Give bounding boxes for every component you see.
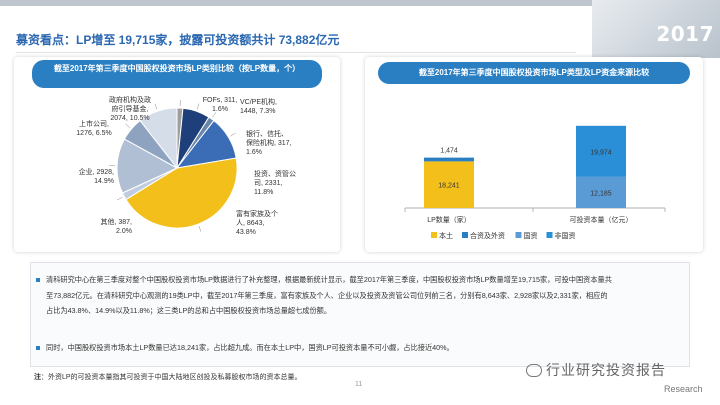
pie-label-line: 43.8%	[236, 229, 256, 236]
top-banner	[0, 0, 720, 22]
summary-line: 清科研究中心在第三季度对整个中国股权投资市场LP数据进行了补充整理，根据最新统计…	[46, 275, 612, 284]
pie-label-line: 1.6%	[246, 149, 262, 156]
pie-leader-line	[196, 103, 200, 110]
summary-paragraph-1: 清科研究中心在第三季度对整个中国股权投资市场LP数据进行了补充整理，根据最新统计…	[46, 272, 680, 319]
pie-label-4: 投资、资管公司, 2331, 11.8%	[254, 169, 296, 196]
summary-line: 至73,882亿元。在清科研究中心观测的19类LP中，截至2017年第三季度，富…	[46, 290, 608, 300]
pie-label-line: FOFs, 311,	[203, 97, 238, 104]
pie-label-line: 2074, 10.5%	[110, 115, 149, 122]
pie-label-line: 1448, 7.3%	[240, 108, 275, 115]
pie-slice-9	[139, 107, 178, 170]
pie-chart-title-text: 截至2017年第三季度中国股权投资市场LP类别比较（按LP数量，个）	[53, 64, 301, 73]
bar-category-label: LP数量（家）	[427, 215, 471, 224]
bar-segment-2-3	[576, 176, 626, 208]
pie-leader-line	[230, 132, 236, 137]
pie-leader-line	[212, 112, 217, 118]
pie-label-8: 上市公司, 1276, 6.5%	[76, 119, 111, 137]
pie-label-line: 11.8%	[254, 189, 273, 196]
pie-slice-7	[116, 138, 179, 194]
pie-label-5: 富有家族及个人, 8643, 43.8%	[236, 209, 278, 236]
headline-divider	[16, 52, 576, 53]
pie-leader-line	[116, 197, 123, 201]
pie-label-line: 14.9%	[94, 178, 114, 185]
legend-label: 国资	[524, 231, 538, 240]
pie-label-line: 上市公司,	[79, 119, 109, 128]
footnote-label: 注	[34, 374, 41, 381]
pie-label-line: VC/PE机构,	[240, 97, 277, 106]
pie-chart: FOFs, 311, 1.6% VC/PE机构, 1448, 7.3% 银行、信托、保险…	[76, 95, 296, 236]
bar-chart-title-text: 截至2017年第三季度中国股权投资市场LP类型及LP资金来源比较	[418, 68, 650, 77]
bullet-1	[36, 278, 40, 282]
pie-leader-line	[198, 225, 202, 232]
page-headline: 募资看点：LP增至 19,715家，披露可投资额共计 73,882亿元	[16, 33, 340, 47]
bar-value-label: 1,474	[440, 148, 458, 155]
pie-label-9: 政府机构及政府引导基金, 2074, 10.5%	[109, 95, 151, 122]
watermark-sub: Research	[664, 384, 703, 394]
legend-label: 合资及外资	[470, 231, 505, 240]
legend-swatch	[462, 232, 468, 238]
pie-label-line: 人, 8643,	[236, 219, 264, 227]
year-block: 2017	[592, 0, 720, 58]
pie-label-line: 1276, 6.5%	[76, 130, 111, 137]
legend-swatch	[546, 232, 553, 238]
pie-label-line: 司, 2331,	[254, 179, 282, 187]
legend-label: 本土	[439, 231, 453, 240]
footnote-text: ：外资LP的可投资本量指其可投资于中国大陆地区创投及私募股权市场的资本总量。	[41, 374, 302, 381]
bar-value-label: 19,974	[590, 149, 612, 156]
pie-label-line: 富有家族及个	[236, 209, 278, 218]
watermark: 行业研究投资报告	[546, 362, 666, 378]
bar-value-label: 18,241	[438, 183, 460, 190]
stacked-bar-chart: 18,241 1,474 LP数量（家） 12,185 19,974 可投资本量（亿元） 本…	[404, 125, 666, 240]
pie-label-3: 银行、信托、保险机构, 317, 1.6%	[246, 129, 292, 156]
pie-label-6: 其他, 387, 2.0%	[100, 217, 132, 235]
summary-line: 占比为43.8%、14.9%以及11.8%；这三类LP的总和占中国股权投资市场总…	[46, 306, 332, 315]
legend-label: 非国资	[555, 231, 576, 240]
pie-label-line: 企业, 2928,	[79, 167, 114, 176]
wechat-icon	[526, 364, 542, 377]
bar-segment-1-2	[424, 157, 474, 162]
bar-chart-card	[365, 57, 703, 252]
pie-label-line: 府引导基金,	[112, 104, 149, 113]
bar-category-label: 可投资本量（亿元）	[570, 215, 633, 224]
footnote: 注：外资LP的可投资本量指其可投资于中国大陆地区创投及私募股权市场的资本总量。	[34, 372, 302, 382]
bullet-2	[36, 346, 40, 350]
pie-label-2: VC/PE机构, 1448, 7.3%	[240, 97, 277, 115]
pie-label-7: 企业, 2928, 14.9%	[79, 167, 114, 185]
year-label: 2017	[656, 22, 714, 46]
pie-label-1: FOFs, 311, 1.6%	[203, 97, 238, 113]
legend-swatch	[431, 232, 437, 238]
pie-label-line: 保险机构, 317,	[246, 138, 292, 147]
pie-label-line: 1.6%	[212, 106, 228, 113]
pie-leader-line	[125, 123, 131, 128]
pie-label-line: 其他, 387,	[100, 217, 132, 226]
pie-label-line: 政府机构及政	[109, 95, 151, 104]
pie-label-line: 投资、资管公	[254, 169, 296, 178]
summary-box	[30, 262, 690, 367]
pie-label-line: 银行、信托、	[246, 129, 288, 138]
bar-segment-2-4	[576, 125, 626, 177]
pie-chart-title: 截至2017年第三季度中国股权投资市场LP类别比较（按LP数量，个）	[32, 60, 322, 88]
page-number: 11	[355, 381, 363, 388]
top-gray-strip	[0, 0, 600, 6]
bar-chart-title: 截至2017年第三季度中国股权投资市场LP类型及LP资金来源比较	[378, 62, 690, 84]
bar-value-label: 12,185	[590, 190, 612, 197]
pie-label-line: 2.0%	[116, 228, 132, 235]
pie-leader-line	[154, 103, 158, 110]
bar-segment-1-1	[424, 161, 474, 208]
summary-paragraph-2: 同时，中国股权投资市场本土LP数量已达18,241家，占比超九成。而在本土LP中…	[46, 343, 454, 352]
legend-swatch	[515, 232, 522, 238]
pie-slice-5	[125, 157, 238, 229]
